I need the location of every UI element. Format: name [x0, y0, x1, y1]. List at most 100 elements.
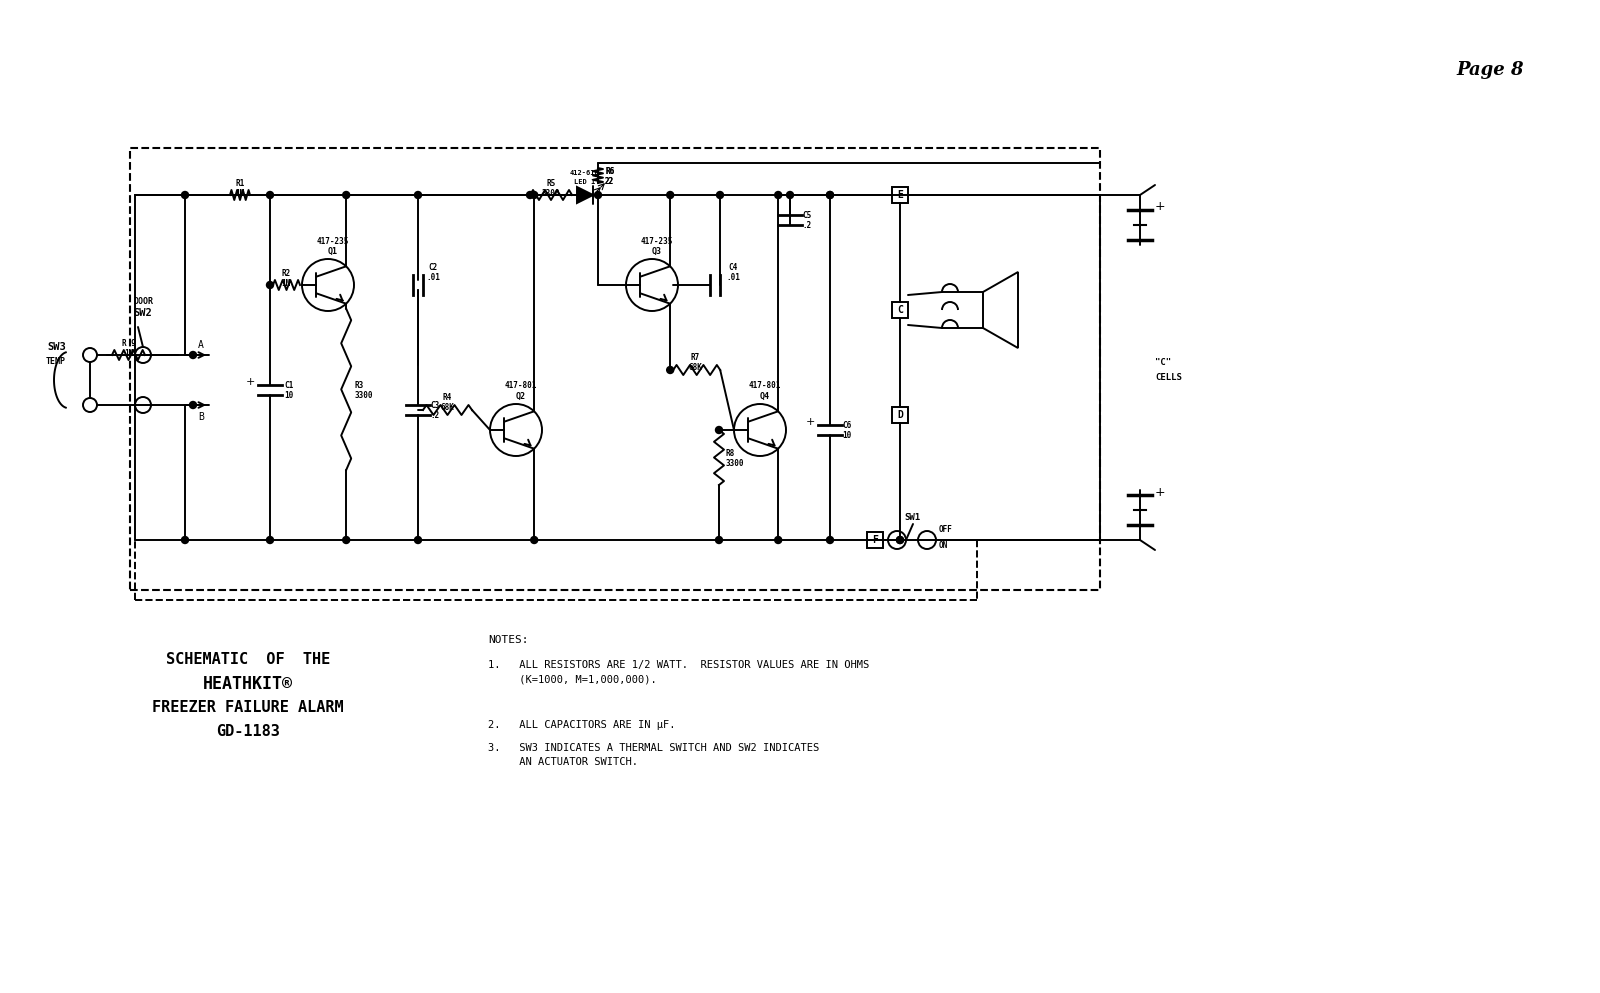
Text: 417-801: 417-801: [749, 381, 781, 390]
Circle shape: [267, 192, 274, 199]
Text: 1M: 1M: [123, 349, 133, 357]
Circle shape: [526, 192, 533, 199]
Text: B: B: [198, 412, 203, 422]
Text: HEATHKIT®: HEATHKIT®: [203, 675, 293, 693]
Text: +: +: [806, 417, 814, 427]
Circle shape: [827, 536, 834, 543]
Text: .2: .2: [430, 411, 440, 420]
Circle shape: [181, 536, 189, 543]
Circle shape: [717, 192, 723, 199]
Bar: [893, 407, 909, 423]
Circle shape: [531, 192, 538, 199]
Text: .01: .01: [426, 272, 440, 281]
Text: R8: R8: [726, 449, 736, 458]
Circle shape: [827, 192, 834, 199]
Text: "C": "C": [1155, 358, 1171, 367]
Text: E: E: [898, 190, 902, 200]
Text: SW3: SW3: [48, 342, 66, 352]
Text: NOTES:: NOTES:: [488, 635, 528, 645]
Circle shape: [342, 192, 350, 199]
Text: 3300: 3300: [354, 391, 373, 400]
Text: 10: 10: [285, 391, 293, 400]
Circle shape: [267, 536, 274, 543]
Text: 3300: 3300: [726, 459, 744, 468]
Text: C2: C2: [429, 262, 438, 271]
Circle shape: [595, 192, 602, 199]
Text: R7: R7: [691, 354, 699, 362]
Text: D: D: [898, 410, 902, 420]
Text: Q1: Q1: [328, 246, 338, 255]
Text: C4: C4: [728, 262, 738, 271]
Circle shape: [342, 536, 350, 543]
Circle shape: [667, 366, 674, 373]
Text: R4: R4: [443, 393, 453, 402]
Text: +: +: [1155, 486, 1166, 498]
Text: 1M: 1M: [282, 278, 291, 288]
Text: 412-616: 412-616: [570, 170, 600, 176]
Text: C1: C1: [285, 381, 293, 390]
Circle shape: [414, 192, 421, 199]
Text: CELLS: CELLS: [1155, 373, 1182, 382]
Text: 22: 22: [605, 177, 614, 186]
Text: 417-235: 417-235: [642, 236, 674, 245]
Text: Page 8: Page 8: [1456, 61, 1523, 79]
Circle shape: [531, 536, 538, 543]
Text: R6: R6: [605, 167, 614, 176]
Polygon shape: [578, 187, 594, 203]
Circle shape: [715, 427, 723, 434]
Circle shape: [667, 192, 674, 199]
Text: SW2: SW2: [134, 308, 152, 318]
Text: Q3: Q3: [653, 246, 662, 255]
Bar: [893, 302, 909, 318]
Text: F: F: [872, 535, 878, 545]
Text: ON: ON: [939, 541, 949, 550]
Text: R 9: R 9: [122, 339, 136, 348]
Circle shape: [715, 536, 723, 543]
Text: 1.   ALL RESISTORS ARE 1/2 WATT.  RESISTOR VALUES ARE IN OHMS
     (K=1000, M=1,: 1. ALL RESISTORS ARE 1/2 WATT. RESISTOR …: [488, 659, 869, 684]
Text: TEMP: TEMP: [46, 356, 66, 365]
Text: C6: C6: [842, 421, 851, 431]
Text: 3300: 3300: [542, 189, 560, 198]
Text: 68K: 68K: [688, 363, 702, 372]
Text: 2.   ALL CAPACITORS ARE IN μF.: 2. ALL CAPACITORS ARE IN μF.: [488, 720, 675, 730]
Circle shape: [414, 536, 421, 543]
Text: .01: .01: [726, 272, 739, 281]
Circle shape: [774, 536, 782, 543]
Text: .2: .2: [802, 221, 811, 230]
Circle shape: [896, 536, 904, 543]
Text: LED 1: LED 1: [574, 179, 595, 185]
Circle shape: [896, 536, 904, 543]
Text: +: +: [246, 377, 254, 387]
Text: 68K: 68K: [440, 403, 454, 412]
Text: 1M: 1M: [235, 189, 245, 198]
Bar: [867, 532, 883, 548]
Text: R2: R2: [282, 268, 291, 277]
Bar: [893, 187, 909, 203]
Text: OFF: OFF: [939, 525, 954, 534]
Text: DOOR: DOOR: [133, 297, 154, 306]
Circle shape: [181, 192, 189, 199]
Circle shape: [827, 192, 834, 199]
Text: C5: C5: [802, 212, 811, 220]
Text: 22: 22: [605, 177, 614, 186]
Text: C: C: [898, 305, 902, 315]
Circle shape: [774, 192, 782, 199]
Text: +: +: [1155, 201, 1166, 213]
Text: SCHEMATIC  OF  THE: SCHEMATIC OF THE: [166, 652, 330, 667]
Circle shape: [189, 401, 197, 408]
Text: R6: R6: [605, 167, 614, 176]
Text: R3: R3: [354, 381, 363, 390]
Text: 10: 10: [842, 432, 851, 441]
Text: SW1: SW1: [904, 513, 920, 522]
Text: FREEZER FAILURE ALARM: FREEZER FAILURE ALARM: [152, 700, 344, 716]
Text: R5: R5: [546, 179, 555, 188]
Text: Q2: Q2: [515, 391, 526, 400]
Text: 417-801: 417-801: [506, 381, 538, 390]
Text: Q4: Q4: [760, 391, 770, 400]
Circle shape: [787, 192, 794, 199]
Circle shape: [189, 352, 197, 358]
Text: C3: C3: [430, 401, 440, 410]
Circle shape: [267, 281, 274, 289]
Text: 3.   SW3 INDICATES A THERMAL SWITCH AND SW2 INDICATES
     AN ACTUATOR SWITCH.: 3. SW3 INDICATES A THERMAL SWITCH AND SW…: [488, 743, 819, 768]
Text: 417-235: 417-235: [317, 236, 349, 245]
